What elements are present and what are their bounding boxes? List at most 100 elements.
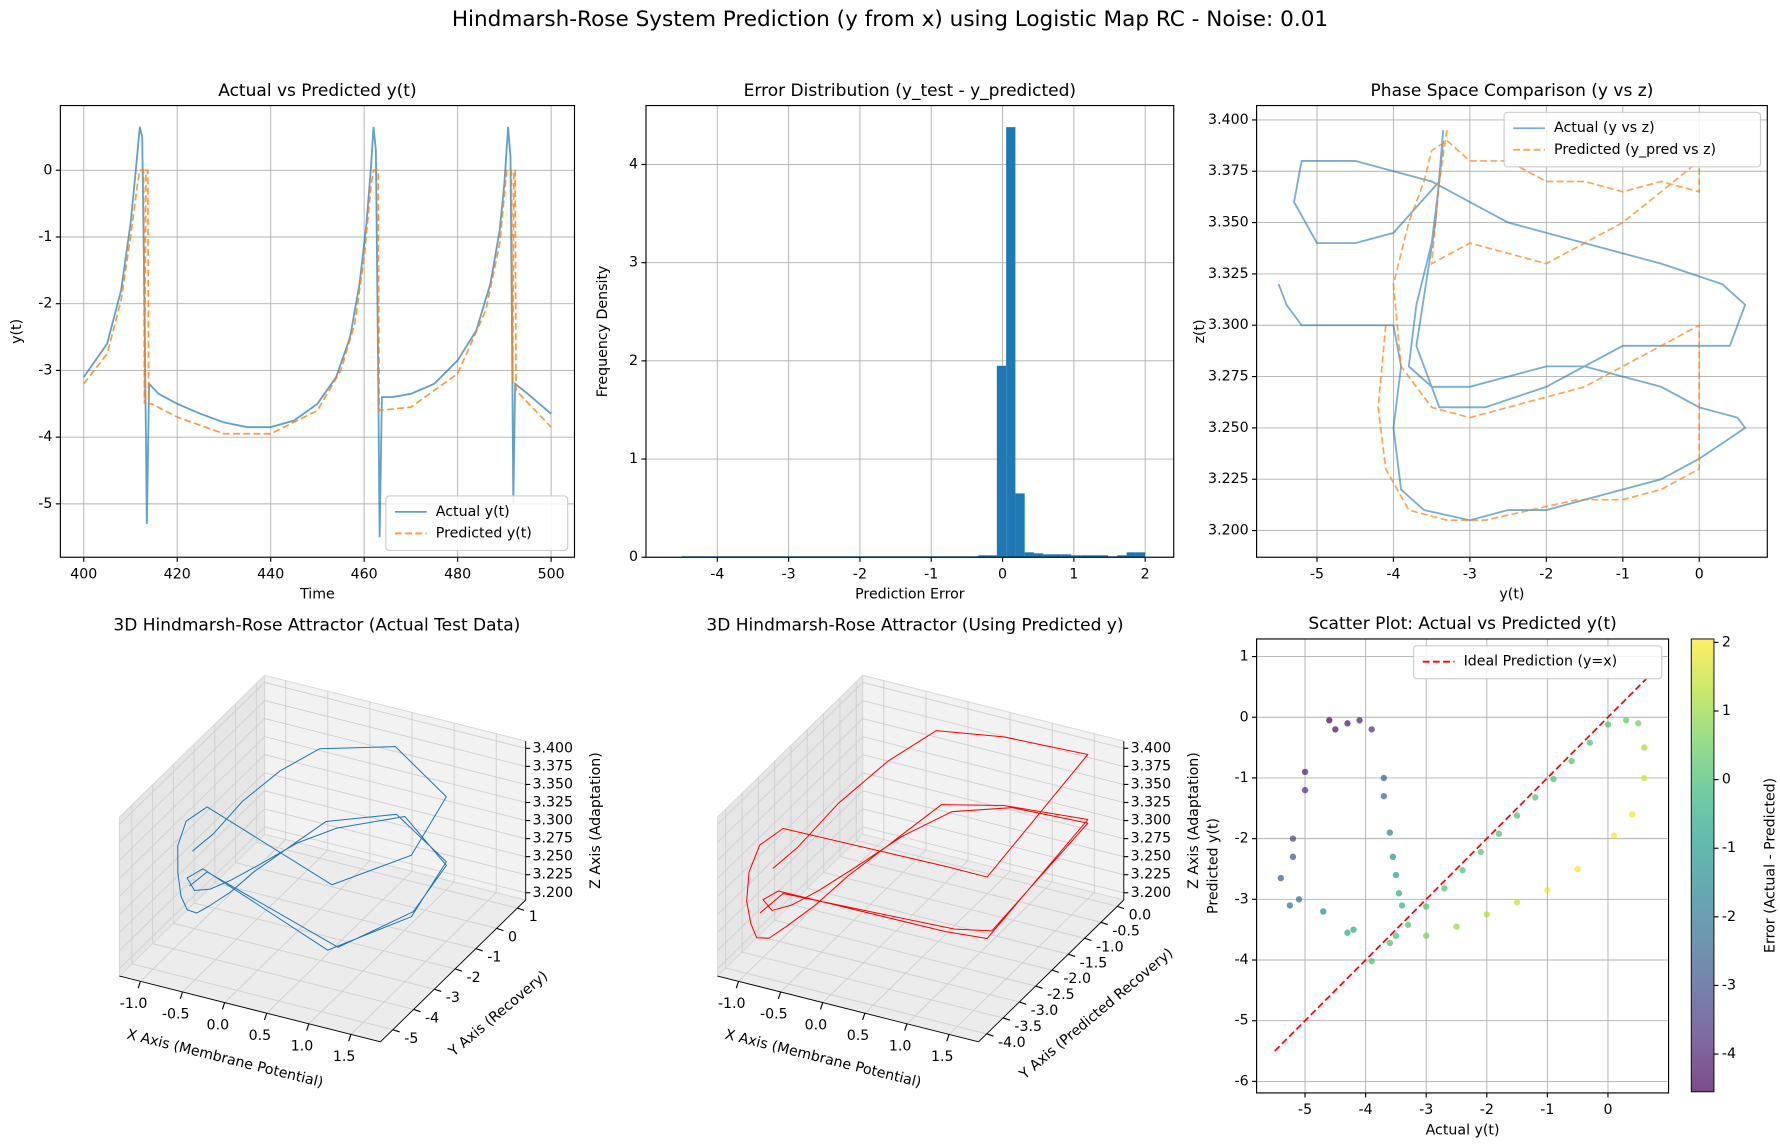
x-tick	[777, 991, 782, 999]
x-tick-label: -1	[1616, 566, 1630, 582]
x-tick-label: -3	[1419, 1102, 1433, 1118]
scatter-point	[1380, 792, 1387, 800]
x-tick-label: -4	[710, 566, 724, 582]
grid-line	[807, 887, 1069, 955]
x-tick-label: 1.0	[889, 1039, 912, 1055]
grid-line	[119, 754, 265, 897]
panel-title: Scatter Plot: Actual vs Predicted y(t)	[1308, 614, 1616, 634]
scatter-point	[1398, 902, 1406, 909]
line-series	[1377, 130, 1701, 522]
scatter-point	[1586, 739, 1593, 746]
scatter-point	[1389, 853, 1397, 861]
y-tick-label: 3.375	[1208, 163, 1249, 179]
z-tick-label: 3.325	[1131, 794, 1172, 810]
y-tick-label: 3.400	[1208, 112, 1249, 128]
z-axis-label: Z Axis (Adaptation)	[1186, 752, 1202, 889]
panel-title: Error Distribution (y_test - y_predicted…	[744, 81, 1076, 101]
colorbar-tick-label: 2	[1722, 634, 1731, 650]
scatter-point	[1604, 721, 1612, 728]
scatter-point	[1622, 717, 1630, 724]
scatter-point	[1483, 911, 1490, 918]
z-tick-label: 3.350	[533, 776, 574, 792]
z-tick-label: 3.300	[533, 813, 574, 829]
colorbar-tick-label: -3	[1722, 977, 1736, 993]
scatter-point	[1301, 768, 1309, 776]
grid-line	[119, 826, 265, 970]
histogram-bar	[1033, 553, 1044, 558]
z-tick-label: 3.200	[1131, 885, 1172, 901]
grid-line	[862, 790, 1124, 858]
legend-label: Predicted (y_pred vs z)	[1554, 142, 1716, 158]
y-axis-label: Predicted y(t)	[1205, 818, 1221, 914]
figure-title: Hindmarsh-Rose System Prediction (y from…	[452, 7, 1328, 32]
y-tick-label: -4	[1234, 952, 1248, 968]
grid-line	[264, 682, 526, 749]
y-tick-label: 0.0	[1129, 907, 1152, 923]
x-tick	[137, 981, 141, 989]
grid-line	[862, 700, 1124, 767]
scatter-point	[1641, 744, 1648, 751]
grid-line	[264, 790, 526, 858]
scatter-point	[1641, 774, 1648, 782]
y-tick	[1100, 921, 1108, 926]
grid-line	[182, 849, 329, 993]
scatter-point	[1477, 848, 1484, 856]
histogram-bar	[1024, 552, 1034, 558]
x-tick	[221, 1002, 226, 1010]
scatter-point	[1277, 874, 1284, 882]
grid-line	[774, 919, 1036, 987]
grid-line	[224, 860, 371, 1003]
grid-line	[119, 718, 265, 861]
y-tick-label: 1	[529, 909, 538, 925]
histogram-bar	[1015, 493, 1025, 558]
scatter-point	[1344, 720, 1351, 727]
x-tick-label: -1	[924, 566, 938, 582]
y-tick-label: -5	[404, 1031, 418, 1047]
legend-label: Actual y(t)	[436, 504, 510, 520]
histogram-bar	[987, 555, 997, 558]
scatter-point	[1513, 899, 1521, 906]
x-tick	[946, 1034, 950, 1042]
y-tick	[1117, 905, 1125, 910]
grid-line	[119, 700, 265, 843]
legend-label: Actual (y vs z)	[1554, 120, 1655, 136]
x-tick	[904, 1023, 908, 1031]
scatter-point	[1295, 896, 1303, 903]
scatter-point	[1513, 812, 1521, 819]
x-tick-label: 480	[444, 566, 471, 582]
line-series	[83, 169, 552, 435]
z-tick-label: 3.325	[533, 794, 574, 810]
x-tick-label: -1.0	[718, 996, 746, 1012]
grid-line	[862, 718, 1124, 785]
scatter-point	[1368, 958, 1375, 965]
x-axis-label: y(t)	[1499, 587, 1524, 603]
grid-line	[862, 808, 1124, 876]
trajectory	[177, 746, 447, 951]
histogram-bar	[978, 555, 988, 558]
axes-frame	[1256, 104, 1768, 558]
grid-line	[264, 700, 526, 767]
x-tick-label: -5	[1298, 1102, 1312, 1118]
grid-line	[717, 736, 864, 879]
scatter-point	[1610, 832, 1618, 839]
x-tick	[306, 1023, 310, 1031]
y-tick-label: 3.300	[1208, 317, 1249, 333]
scatter-point	[1320, 908, 1327, 915]
scatter-point	[1459, 867, 1466, 874]
scatter-point	[1568, 757, 1575, 765]
x-tick-label: -3	[782, 566, 796, 582]
histogram-bar	[1080, 555, 1090, 558]
grid-line	[350, 892, 497, 1035]
legend-label: Ideal Prediction (y=x)	[1464, 654, 1618, 670]
histogram-bar	[1052, 554, 1062, 558]
y-tick	[392, 1029, 400, 1033]
z-tick-label: 3.275	[1131, 831, 1172, 847]
scatter-point	[1550, 775, 1557, 783]
x-tick-label: 2	[1141, 566, 1150, 582]
scatter-point	[1441, 885, 1448, 892]
y-tick-label: -5	[1234, 1013, 1248, 1029]
x-tick-label: 1.5	[931, 1049, 954, 1065]
grid-line	[264, 808, 526, 876]
grid-line	[725, 967, 987, 1035]
grid-line	[717, 700, 864, 843]
